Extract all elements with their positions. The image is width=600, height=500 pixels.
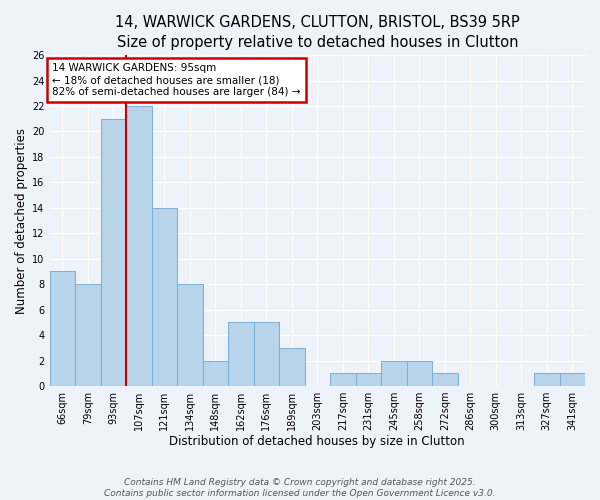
Bar [407,360,432,386]
Bar [228,322,254,386]
Bar [279,348,305,386]
Bar [75,284,101,386]
Bar [152,208,177,386]
Bar [126,106,152,386]
Bar [432,373,458,386]
Text: Contains HM Land Registry data © Crown copyright and database right 2025.
Contai: Contains HM Land Registry data © Crown c… [104,478,496,498]
Bar [254,322,279,386]
Text: 14 WARWICK GARDENS: 95sqm
← 18% of detached houses are smaller (18)
82% of semi-: 14 WARWICK GARDENS: 95sqm ← 18% of detac… [52,64,301,96]
Bar [381,360,407,386]
Bar [177,284,203,386]
Y-axis label: Number of detached properties: Number of detached properties [15,128,28,314]
Bar [534,373,560,386]
Bar [101,119,126,386]
Bar [356,373,381,386]
Bar [203,360,228,386]
Bar [330,373,356,386]
Bar [50,272,75,386]
Bar [560,373,585,386]
X-axis label: Distribution of detached houses by size in Clutton: Distribution of detached houses by size … [169,434,465,448]
Title: 14, WARWICK GARDENS, CLUTTON, BRISTOL, BS39 5RP
Size of property relative to det: 14, WARWICK GARDENS, CLUTTON, BRISTOL, B… [115,15,520,50]
